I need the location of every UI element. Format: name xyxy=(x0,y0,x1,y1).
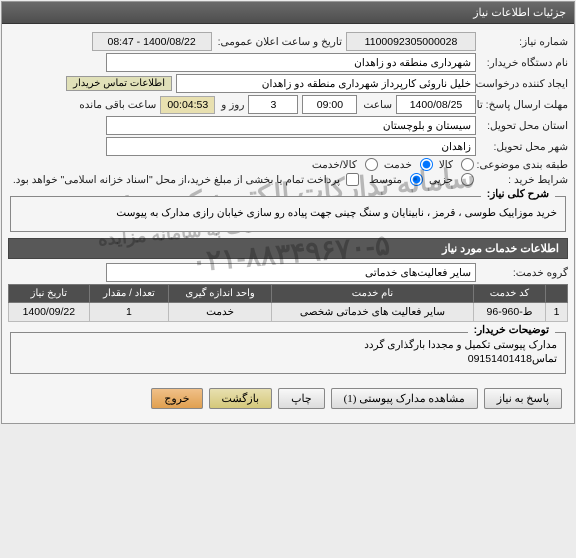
service-group-label: گروه خدمت: xyxy=(480,267,568,279)
remain-time: 00:04:53 xyxy=(160,96,215,114)
col-code: کد خدمت xyxy=(474,285,546,303)
col-name: نام خدمت xyxy=(271,285,473,303)
buyer-note-line2: تماس09151401418 xyxy=(17,353,559,367)
col-qty: تعداد / مقدار xyxy=(89,285,169,303)
summary-legend: شرح کلی نیاز: xyxy=(481,188,555,200)
cell-date: 1400/09/22 xyxy=(9,303,90,322)
cat-both-radio[interactable] xyxy=(365,158,378,171)
creator-input[interactable] xyxy=(176,74,476,93)
category-radio-group: کالا خدمت کالا/خدمت xyxy=(310,158,476,171)
deadline-time-input[interactable] xyxy=(302,95,357,114)
time-label: ساعت xyxy=(361,99,392,111)
cond-partial-label: جزیی xyxy=(427,174,453,186)
category-label: طبقه بندی موضوعی: xyxy=(480,159,568,171)
days-input[interactable] xyxy=(248,95,298,114)
cell-code: ط-960-96 xyxy=(474,303,546,322)
cat-goods-label: کالا xyxy=(437,159,453,171)
contact-info-button[interactable]: اطلاعات تماس خریدار xyxy=(66,76,172,91)
province-input[interactable] xyxy=(106,116,476,135)
payment-note: پرداخت تمام یا بخشی از مبلغ خرید،از محل … xyxy=(11,174,340,186)
province-label: استان محل تحویل: xyxy=(480,120,568,132)
summary-text: خرید موزاییک طوسی ، قرمز ، نابینایان و س… xyxy=(17,201,559,225)
purchase-cond-label: شرایط خرید : xyxy=(480,174,568,186)
cond-medium-label: متوسط xyxy=(367,174,402,186)
device-input[interactable] xyxy=(106,53,476,72)
cond-partial-radio[interactable] xyxy=(461,173,474,186)
respond-button[interactable]: پاسخ به نیاز xyxy=(484,388,562,409)
buyer-note-line1: مدارک پیوستی تکمیل و مجددا بارگذاری گردد xyxy=(17,337,559,353)
city-input[interactable] xyxy=(106,137,476,156)
table-header-row: کد خدمت نام خدمت واحد اندازه گیری تعداد … xyxy=(9,285,568,303)
attachments-button[interactable]: مشاهده مدارک پیوستی (1) xyxy=(331,388,478,409)
payment-checkbox[interactable] xyxy=(346,173,359,186)
need-no-value xyxy=(346,32,476,51)
col-idx xyxy=(546,285,568,303)
buyer-note-legend: توضیحات خریدار: xyxy=(468,324,555,336)
services-header: اطلاعات خدمات مورد نیاز xyxy=(8,238,568,259)
cell-idx: 1 xyxy=(546,303,568,322)
cell-name: سایر فعالیت های خدماتی شخصی xyxy=(271,303,473,322)
days-label: روز و xyxy=(219,99,244,111)
cell-unit: خدمت xyxy=(169,303,272,322)
col-date: تاریخ نیاز xyxy=(9,285,90,303)
cat-service-label: خدمت xyxy=(382,159,412,171)
device-label: نام دستگاه خریدار: xyxy=(480,57,568,69)
cond-radio-group: جزیی متوسط xyxy=(367,173,476,186)
window-titlebar: جزئیات اطلاعات نیاز xyxy=(2,2,574,24)
footer-buttons: پاسخ به نیاز مشاهده مدارک پیوستی (1) چاپ… xyxy=(8,380,568,417)
cond-medium-radio[interactable] xyxy=(410,173,423,186)
cell-qty: 1 xyxy=(89,303,169,322)
print-button[interactable]: چاپ xyxy=(278,388,325,409)
needs-detail-window: جزئیات اطلاعات نیاز سامانه تدارکات الکتر… xyxy=(1,1,575,424)
cat-service-radio[interactable] xyxy=(420,158,433,171)
creator-label: ایجاد کننده درخواست: xyxy=(480,78,568,90)
buyer-note-fieldset: توضیحات خریدار: مدارک پیوستی تکمیل و مجد… xyxy=(10,332,566,374)
col-unit: واحد اندازه گیری xyxy=(169,285,272,303)
exit-button[interactable]: خروج xyxy=(151,388,202,409)
cat-both-label: کالا/خدمت xyxy=(310,159,357,171)
summary-fieldset: شرح کلی نیاز: خرید موزاییک طوسی ، قرمز ،… xyxy=(10,196,566,232)
window-title: جزئیات اطلاعات نیاز xyxy=(473,7,566,19)
table-row[interactable]: 1 ط-960-96 سایر فعالیت های خدماتی شخصی خ… xyxy=(9,303,568,322)
deadline-label: مهلت ارسال پاسخ: تا تاریخ: xyxy=(480,99,568,111)
need-no-label: شماره نیاز: xyxy=(480,36,568,48)
services-table: کد خدمت نام خدمت واحد اندازه گیری تعداد … xyxy=(8,284,568,322)
form-content: سامانه تدارکات الکترونیکی دولت جهت ثبت ن… xyxy=(2,24,574,423)
deadline-date-input[interactable] xyxy=(396,95,476,114)
announce-value xyxy=(92,32,212,51)
back-button[interactable]: بازگشت xyxy=(209,388,273,409)
city-label: شهر محل تحویل: xyxy=(480,141,568,153)
announce-label: تاریخ و ساعت اعلان عمومی: xyxy=(216,36,342,48)
cat-goods-radio[interactable] xyxy=(461,158,474,171)
service-group-input[interactable] xyxy=(106,263,476,282)
remain-label: ساعت باقی مانده xyxy=(77,99,156,111)
